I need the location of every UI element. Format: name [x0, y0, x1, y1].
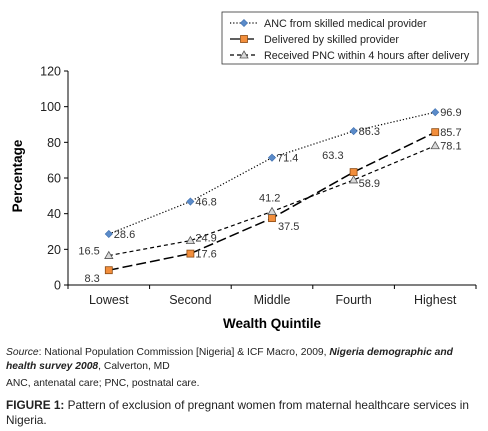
legend-label: ANC from skilled medical provider: [264, 18, 427, 30]
y-tick-label: 40: [47, 207, 61, 221]
data-label: 24.9: [195, 233, 216, 245]
legend-marker: [239, 50, 249, 59]
figure-label: FIGURE 1:: [6, 398, 65, 412]
legend-marker: [240, 35, 248, 43]
legend-marker: [239, 18, 249, 28]
x-tick-label: Fourth: [336, 293, 372, 307]
source-text-1: : National Population Commission [Nigeri…: [38, 347, 330, 358]
data-label: 78.1: [440, 141, 461, 153]
source-label: Source: [6, 347, 39, 358]
data-point-marker: [348, 175, 359, 184]
x-tick-label: Highest: [414, 293, 457, 307]
x-tick-label: Middle: [254, 293, 291, 307]
data-label: 71.4: [277, 153, 298, 165]
legend-label: Received PNC within 4 hours after delive…: [264, 50, 470, 62]
chart-area: 0 20 40 60 80 100 120 Lowest Second Middle Fourth H…: [10, 11, 479, 331]
data-point-marker: [267, 153, 277, 162]
y-tick-label: 100: [40, 100, 61, 114]
data-label: 37.5: [278, 221, 299, 233]
data-point-marker: [431, 128, 440, 137]
y-tick-label: 60: [47, 172, 61, 186]
data-label: 58.9: [359, 178, 380, 190]
data-label: 41.2: [259, 193, 280, 205]
data-point-marker: [104, 229, 113, 239]
data-point-marker: [268, 214, 276, 223]
abbreviations-note: ANC, antenatal care; PNC, postnatal care…: [6, 378, 200, 389]
tick-labels: 0 20 40 60 80 100 120 Lowest Second Middle Fourth H…: [40, 65, 457, 308]
x-tick-label: Second: [169, 293, 211, 307]
series-line: [108, 111, 436, 235]
data-point-marker: [349, 168, 358, 177]
data-point-marker: [185, 235, 196, 244]
data-point-marker: [186, 249, 195, 258]
x-axis-label: Wealth Quintile: [223, 316, 321, 331]
data-label: 96.9: [440, 107, 461, 119]
data-label: 46.8: [195, 197, 216, 209]
y-tick-label: 20: [47, 243, 61, 257]
data-point-marker: [104, 250, 114, 259]
data-labels: 28.6 46.8 71.4 86.3 96.9 8.3 17.6 37.5 63.3 85.7 1…: [78, 107, 461, 285]
y-axis-label: Percentage: [10, 139, 25, 212]
source-text-2: , Calverton, MD: [98, 361, 170, 372]
legend: ANC from skilled medical provider Deliver…: [221, 11, 479, 65]
x-tick-label: Lowest: [89, 293, 129, 307]
axes: [64, 70, 477, 289]
y-tick-label: 80: [47, 136, 61, 150]
data-label: 85.7: [440, 127, 461, 139]
data-point-marker: [267, 206, 277, 215]
data-point-marker: [186, 197, 195, 206]
figure-caption: FIGURE 1: Pattern of exclusion of pregna…: [6, 398, 484, 428]
line-chart: 0 20 40 60 80 100 120 Lowest Second Middle Fourth H…: [10, 11, 479, 331]
data-label: 17.6: [195, 249, 216, 261]
data-label: 28.6: [114, 229, 135, 241]
series-group: [104, 108, 440, 275]
y-tick-label: 120: [40, 65, 61, 79]
y-tick-label: 0: [54, 279, 61, 293]
data-point-marker: [431, 108, 440, 117]
data-label: 86.3: [359, 126, 380, 138]
data-label: 16.5: [78, 246, 99, 258]
source-title: Nigeria demographic and health survey 20…: [6, 347, 453, 372]
data-label: 63.3: [322, 150, 343, 162]
data-point-marker: [349, 127, 358, 136]
figure-caption-text: Pattern of exclusion of pregnant women f…: [6, 398, 469, 427]
data-point-marker: [104, 266, 113, 275]
data-point-marker: [430, 140, 440, 150]
data-label: 8.3: [85, 273, 100, 285]
legend-box: [221, 11, 479, 65]
source-note: Source: National Population Commission […: [6, 346, 486, 374]
legend-label: Delivered by skilled provider: [264, 34, 399, 46]
